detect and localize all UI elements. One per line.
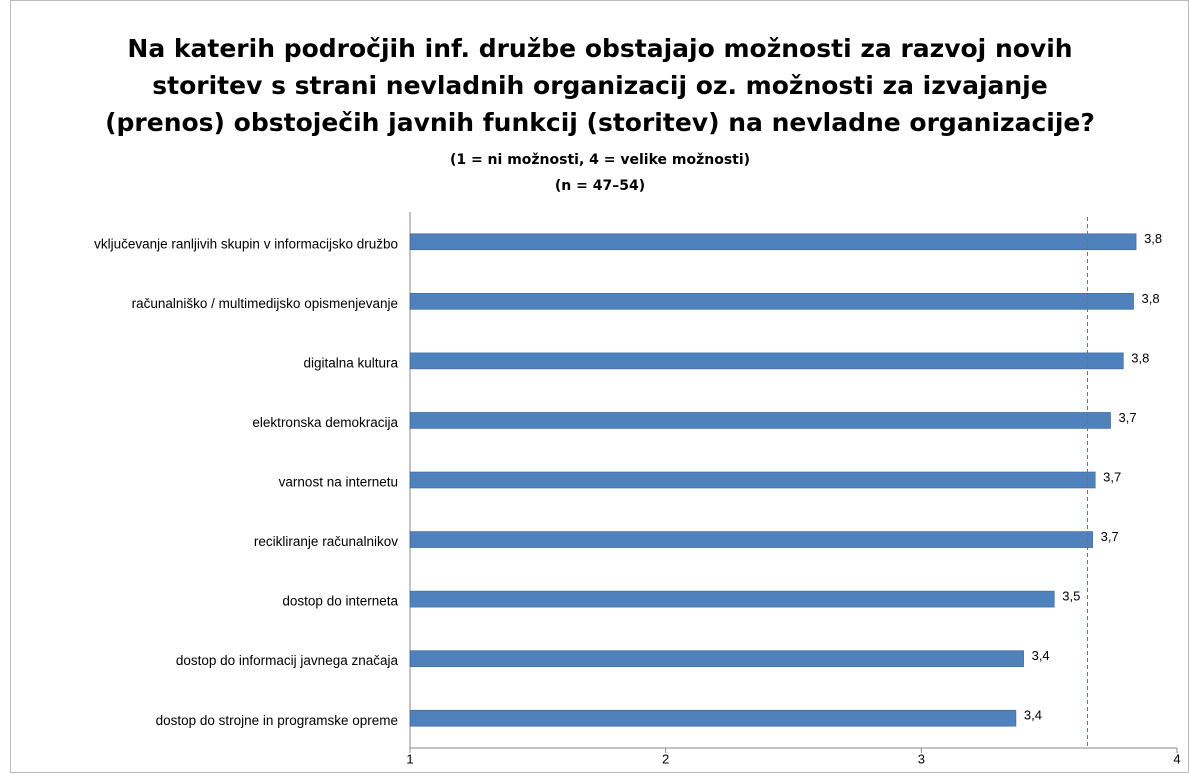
- y-tick-label: dostop do interneta: [282, 594, 398, 609]
- data-label: 3,7: [1103, 469, 1121, 484]
- chart-title: (prenos) obstoječih javnih funkcij (stor…: [105, 108, 1095, 137]
- data-label: 3,4: [1032, 648, 1050, 663]
- data-label: 3,8: [1131, 350, 1149, 365]
- data-label: 3,8: [1142, 291, 1160, 306]
- bar: [409, 471, 1096, 489]
- y-tick-label: recikliranje računalnikov: [254, 534, 398, 549]
- y-tick-label: računalniško / multimedijsko opismenjeva…: [132, 296, 398, 311]
- bar: [409, 709, 1017, 727]
- y-tick-label: dostop do informacij javnega značaja: [176, 653, 399, 668]
- x-tick-label: 1: [406, 751, 413, 766]
- y-tick-label: vključevanje ranljivih skupin v informac…: [94, 236, 398, 251]
- y-tick-label: elektronska demokracija: [252, 415, 398, 430]
- data-label: 3,4: [1024, 708, 1042, 723]
- bar: [409, 531, 1093, 548]
- y-tick-label: varnost na internetu: [279, 475, 398, 490]
- data-label: 3,7: [1101, 529, 1119, 544]
- bar: [409, 590, 1055, 608]
- bar: [409, 412, 1111, 429]
- y-tick-label: digitalna kultura: [303, 355, 398, 370]
- data-label: 3,7: [1119, 410, 1137, 425]
- chart-title: Na katerih področjih inf. družbe obstaja…: [127, 34, 1072, 63]
- y-tick-label: dostop do strojne in programske opreme: [156, 713, 398, 728]
- chart-subtitle: (n = 47–54): [555, 178, 645, 194]
- x-tick-label: 3: [918, 751, 925, 766]
- x-tick-label: 4: [1173, 751, 1180, 766]
- bar: [409, 233, 1137, 251]
- bar: [409, 293, 1134, 310]
- x-tick-label: 2: [662, 751, 669, 766]
- data-label: 3,5: [1062, 589, 1080, 604]
- data-label: 3,8: [1144, 231, 1162, 246]
- bar: [409, 352, 1124, 370]
- chart-subtitle: (1 = ni možnosti, 4 = velike možnosti): [450, 152, 750, 168]
- bar: [409, 650, 1024, 667]
- chart-title: storitev s strani nevladnih organizacij …: [152, 71, 1047, 100]
